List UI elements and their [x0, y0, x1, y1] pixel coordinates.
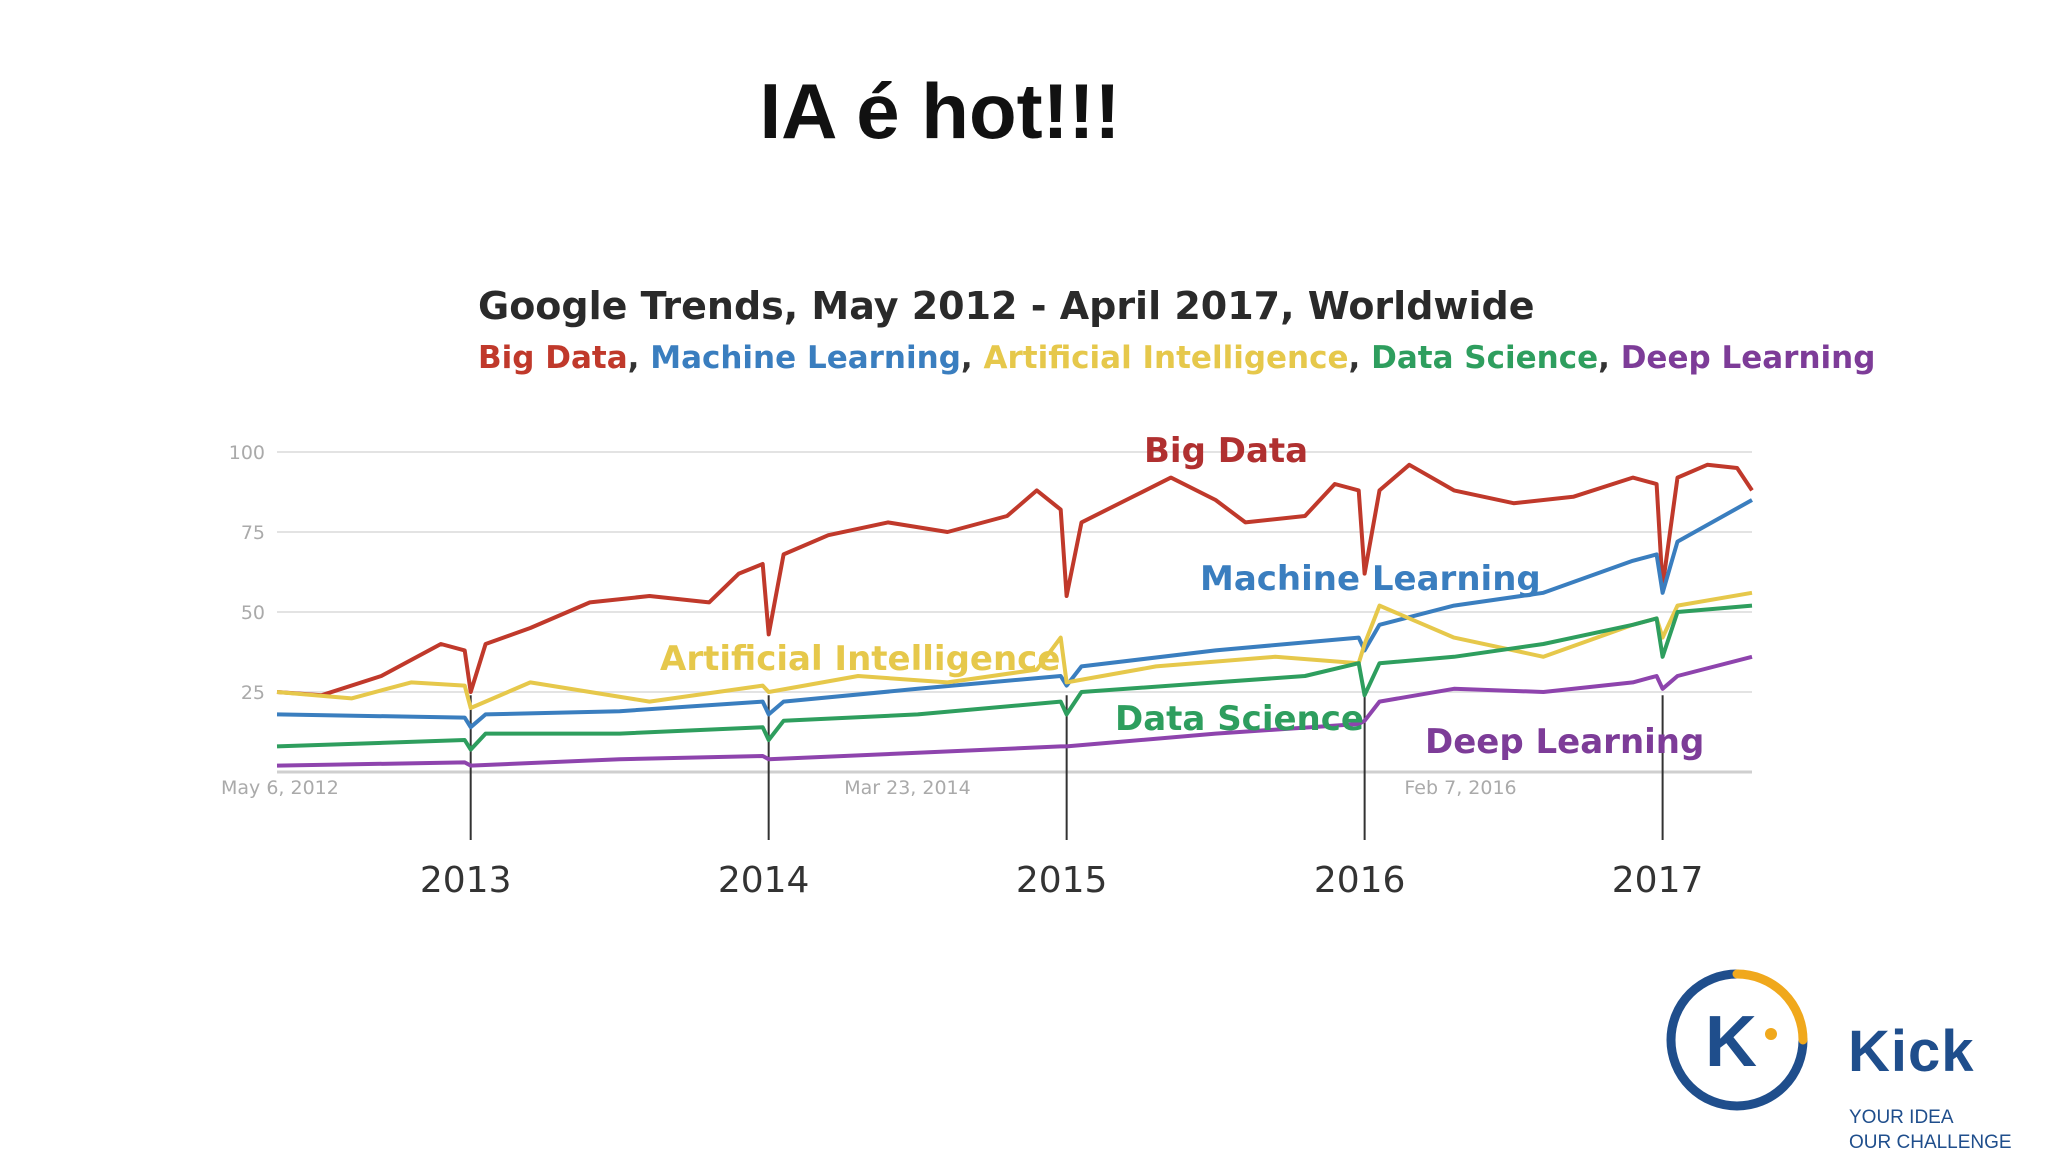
kick-logo-letter: K — [1705, 1002, 1757, 1082]
annotation-machine-learning: Machine Learning — [1200, 559, 1541, 599]
annotation-artificial-intelligence: Artificial Intelligence — [660, 639, 1060, 679]
y-tick-label: 50 — [241, 602, 265, 624]
legend-item-machine-learning: Machine Learning — [650, 340, 961, 376]
annotation-deep-learning: Deep Learning — [1425, 722, 1704, 762]
legend-item-data-science: Data Science — [1371, 340, 1599, 376]
x-tick-label: May 6, 2012 — [221, 777, 339, 799]
annotation-big-data: Big Data — [1144, 431, 1308, 471]
brand-tagline-2: OUR CHALLENGE — [1849, 1132, 2012, 1153]
annotation-data-science: Data Science — [1115, 699, 1364, 739]
x-tick-label: Mar 23, 2014 — [844, 777, 971, 799]
y-tick-label: 75 — [241, 522, 265, 544]
year-marker-label: 2014 — [718, 860, 810, 901]
year-marker-label: 2015 — [1016, 860, 1108, 901]
chart-legend: Big Data, Machine Learning, Artificial I… — [478, 340, 1876, 376]
kick-logo-icon: K — [1666, 969, 1808, 1111]
year-markers: 2013 2014 2015 2016 2017 — [420, 695, 1704, 901]
brand-name: Kick — [1848, 1019, 1975, 1084]
series-line-big-data — [276, 462, 1754, 698]
legend-item-deep-learning: Deep Learning — [1620, 340, 1876, 376]
trend-chart: 100 75 50 25 May 6, 2012 Mar 23, 2014 Feb 7, … — [221, 431, 1754, 901]
series-line-deep-learning — [276, 654, 1753, 768]
series-line-data-science — [276, 603, 1753, 752]
series-lines — [276, 462, 1754, 768]
legend-item-big-data: Big Data — [478, 340, 628, 376]
series-line-machine-learning — [276, 498, 1753, 730]
series-line-artificial-intelligence — [276, 590, 1753, 710]
x-tick-label: Feb 7, 2016 — [1404, 777, 1516, 799]
slide-title: IA é hot!!! — [759, 67, 1121, 155]
year-marker-label: 2017 — [1612, 860, 1704, 901]
year-marker-label: 2013 — [420, 860, 512, 901]
brand-tagline-1: YOUR IDEA — [1849, 1107, 1954, 1128]
x-axis-ticks: May 6, 2012 Mar 23, 2014 Feb 7, 2016 — [221, 777, 1517, 799]
y-tick-label: 100 — [229, 442, 265, 464]
y-axis-ticks: 100 75 50 25 — [229, 442, 265, 704]
series-annotations: Big Data Machine Learning Artificial Int… — [660, 431, 1704, 762]
chart-title: Google Trends, May 2012 - April 2017, Wo… — [478, 284, 1535, 328]
legend-item-artificial-intelligence: Artificial Intelligence — [983, 340, 1349, 376]
y-tick-label: 25 — [241, 682, 265, 704]
year-marker-label: 2016 — [1314, 860, 1406, 901]
